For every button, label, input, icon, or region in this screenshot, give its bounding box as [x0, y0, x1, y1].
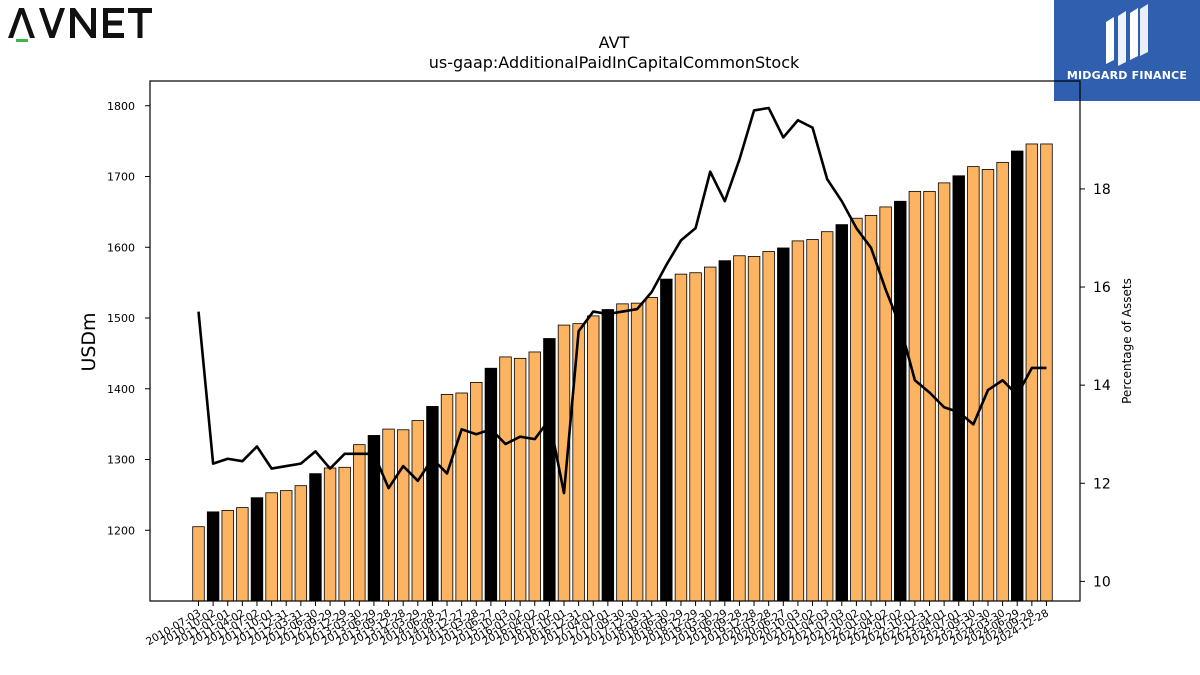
bar [718, 260, 732, 602]
axes: 1200130014001500160017001800101214161820… [107, 80, 1111, 648]
bar [630, 302, 644, 602]
bar-series [192, 143, 1053, 602]
bar [440, 394, 454, 602]
bar [674, 273, 688, 602]
y-axis-label-right: Percentage of Assets [1120, 278, 1134, 404]
bar [250, 497, 264, 602]
bar [1040, 143, 1053, 602]
y-tick-label: 1200 [107, 524, 135, 537]
bar [513, 357, 527, 602]
plot-frame [149, 80, 1081, 602]
bar [835, 224, 848, 602]
bar [967, 166, 980, 602]
bar [733, 255, 746, 602]
line-series [197, 106, 1047, 495]
bar [426, 406, 439, 602]
bar [908, 190, 922, 602]
bar [587, 315, 600, 602]
y-tick-label: 1400 [107, 383, 135, 396]
bar [937, 182, 951, 602]
bar [294, 485, 308, 602]
bar [411, 420, 425, 602]
y-right-tick-label: 14 [1093, 378, 1111, 394]
bar [543, 338, 556, 602]
bar [806, 239, 819, 602]
bar [747, 256, 761, 602]
bar [557, 324, 571, 602]
percentage-line [197, 106, 1047, 495]
bar [280, 490, 293, 602]
bar [323, 467, 337, 602]
y-tick-label: 1700 [107, 171, 135, 184]
y-tick-label: 1600 [107, 241, 135, 254]
y-right-tick-label: 12 [1093, 476, 1111, 492]
bar [645, 297, 658, 602]
bar [353, 444, 366, 602]
bar [236, 507, 249, 602]
bar [455, 392, 468, 602]
y-tick-label: 1800 [107, 100, 135, 113]
bar [864, 215, 878, 602]
bar [952, 175, 965, 602]
bar [762, 251, 775, 602]
bar [470, 381, 483, 602]
y-axis-label-left: USDm [78, 312, 100, 371]
midgard-finance-label: MIDGARD FINANCE [1066, 69, 1188, 82]
bar [192, 526, 205, 602]
bar [382, 428, 395, 602]
bar [601, 309, 615, 602]
bar [484, 367, 498, 602]
bar [396, 429, 410, 602]
bar [1025, 143, 1039, 602]
y-tick-label: 1300 [107, 454, 135, 467]
bar [981, 169, 995, 602]
avnet-logo [8, 8, 152, 42]
bar [338, 466, 351, 602]
bar [850, 217, 863, 602]
bar [1011, 150, 1024, 602]
bar [206, 511, 220, 602]
chart-title: AVT [599, 33, 630, 52]
bar [704, 266, 717, 602]
bar [894, 200, 907, 602]
bar [616, 303, 629, 602]
bar [499, 356, 512, 602]
bar [660, 278, 673, 602]
y-right-tick-label: 16 [1093, 280, 1111, 296]
midgard-finance-logo: MIDGARD FINANCE [1054, 0, 1200, 101]
chart-subtitle: us-gaap:AdditionalPaidInCapitalCommonSto… [429, 53, 800, 72]
bar [309, 473, 322, 602]
bar [221, 510, 234, 602]
bar [879, 206, 892, 602]
y-right-tick-label: 10 [1093, 574, 1111, 590]
bar [528, 351, 541, 602]
y-tick-label: 1500 [107, 312, 135, 325]
midgard-emblem-icon [1106, 4, 1148, 66]
bar [777, 247, 790, 602]
bar [791, 240, 805, 602]
y-right-tick-label: 18 [1093, 182, 1111, 198]
bar [689, 272, 702, 602]
bar [265, 492, 278, 602]
bar [820, 231, 834, 602]
